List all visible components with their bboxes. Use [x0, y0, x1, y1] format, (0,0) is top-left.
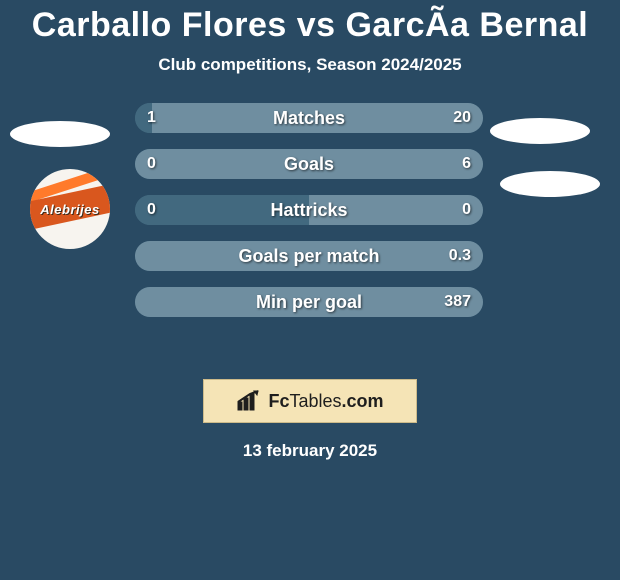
fctables-logo[interactable]: FcTables.com [203, 379, 417, 423]
stat-label: Min per goal [135, 292, 483, 313]
team-logo-placeholder [490, 118, 590, 144]
logo-text: FcTables.com [268, 391, 383, 412]
subtitle: Club competitions, Season 2024/2025 [0, 55, 620, 75]
team-logo-placeholder [500, 171, 600, 197]
date-label: 13 february 2025 [0, 441, 620, 461]
stat-label: Matches [135, 108, 483, 129]
chart-stage: 120Matches 06Goals 00Hattricks 0.3Goals per… [0, 103, 620, 363]
comparison-card: Carballo Flores vs GarcÃ­a Bernal Club c… [0, 0, 620, 580]
stat-row: 00Hattricks [135, 195, 483, 225]
stat-row: 120Matches [135, 103, 483, 133]
stat-row: 06Goals [135, 149, 483, 179]
stat-row: 0.3Goals per match [135, 241, 483, 271]
stat-row: 387Min per goal [135, 287, 483, 317]
stat-label: Goals per match [135, 246, 483, 267]
team-logo-placeholder [10, 121, 110, 147]
stat-label: Hattricks [135, 200, 483, 221]
page-title: Carballo Flores vs GarcÃ­a Bernal [0, 0, 620, 45]
bar-chart-icon [236, 390, 262, 412]
team-badge-alebrijes: Alebrijes [30, 169, 110, 249]
stat-bars: 120Matches 06Goals 00Hattricks 0.3Goals per… [135, 103, 483, 333]
stat-label: Goals [135, 154, 483, 175]
